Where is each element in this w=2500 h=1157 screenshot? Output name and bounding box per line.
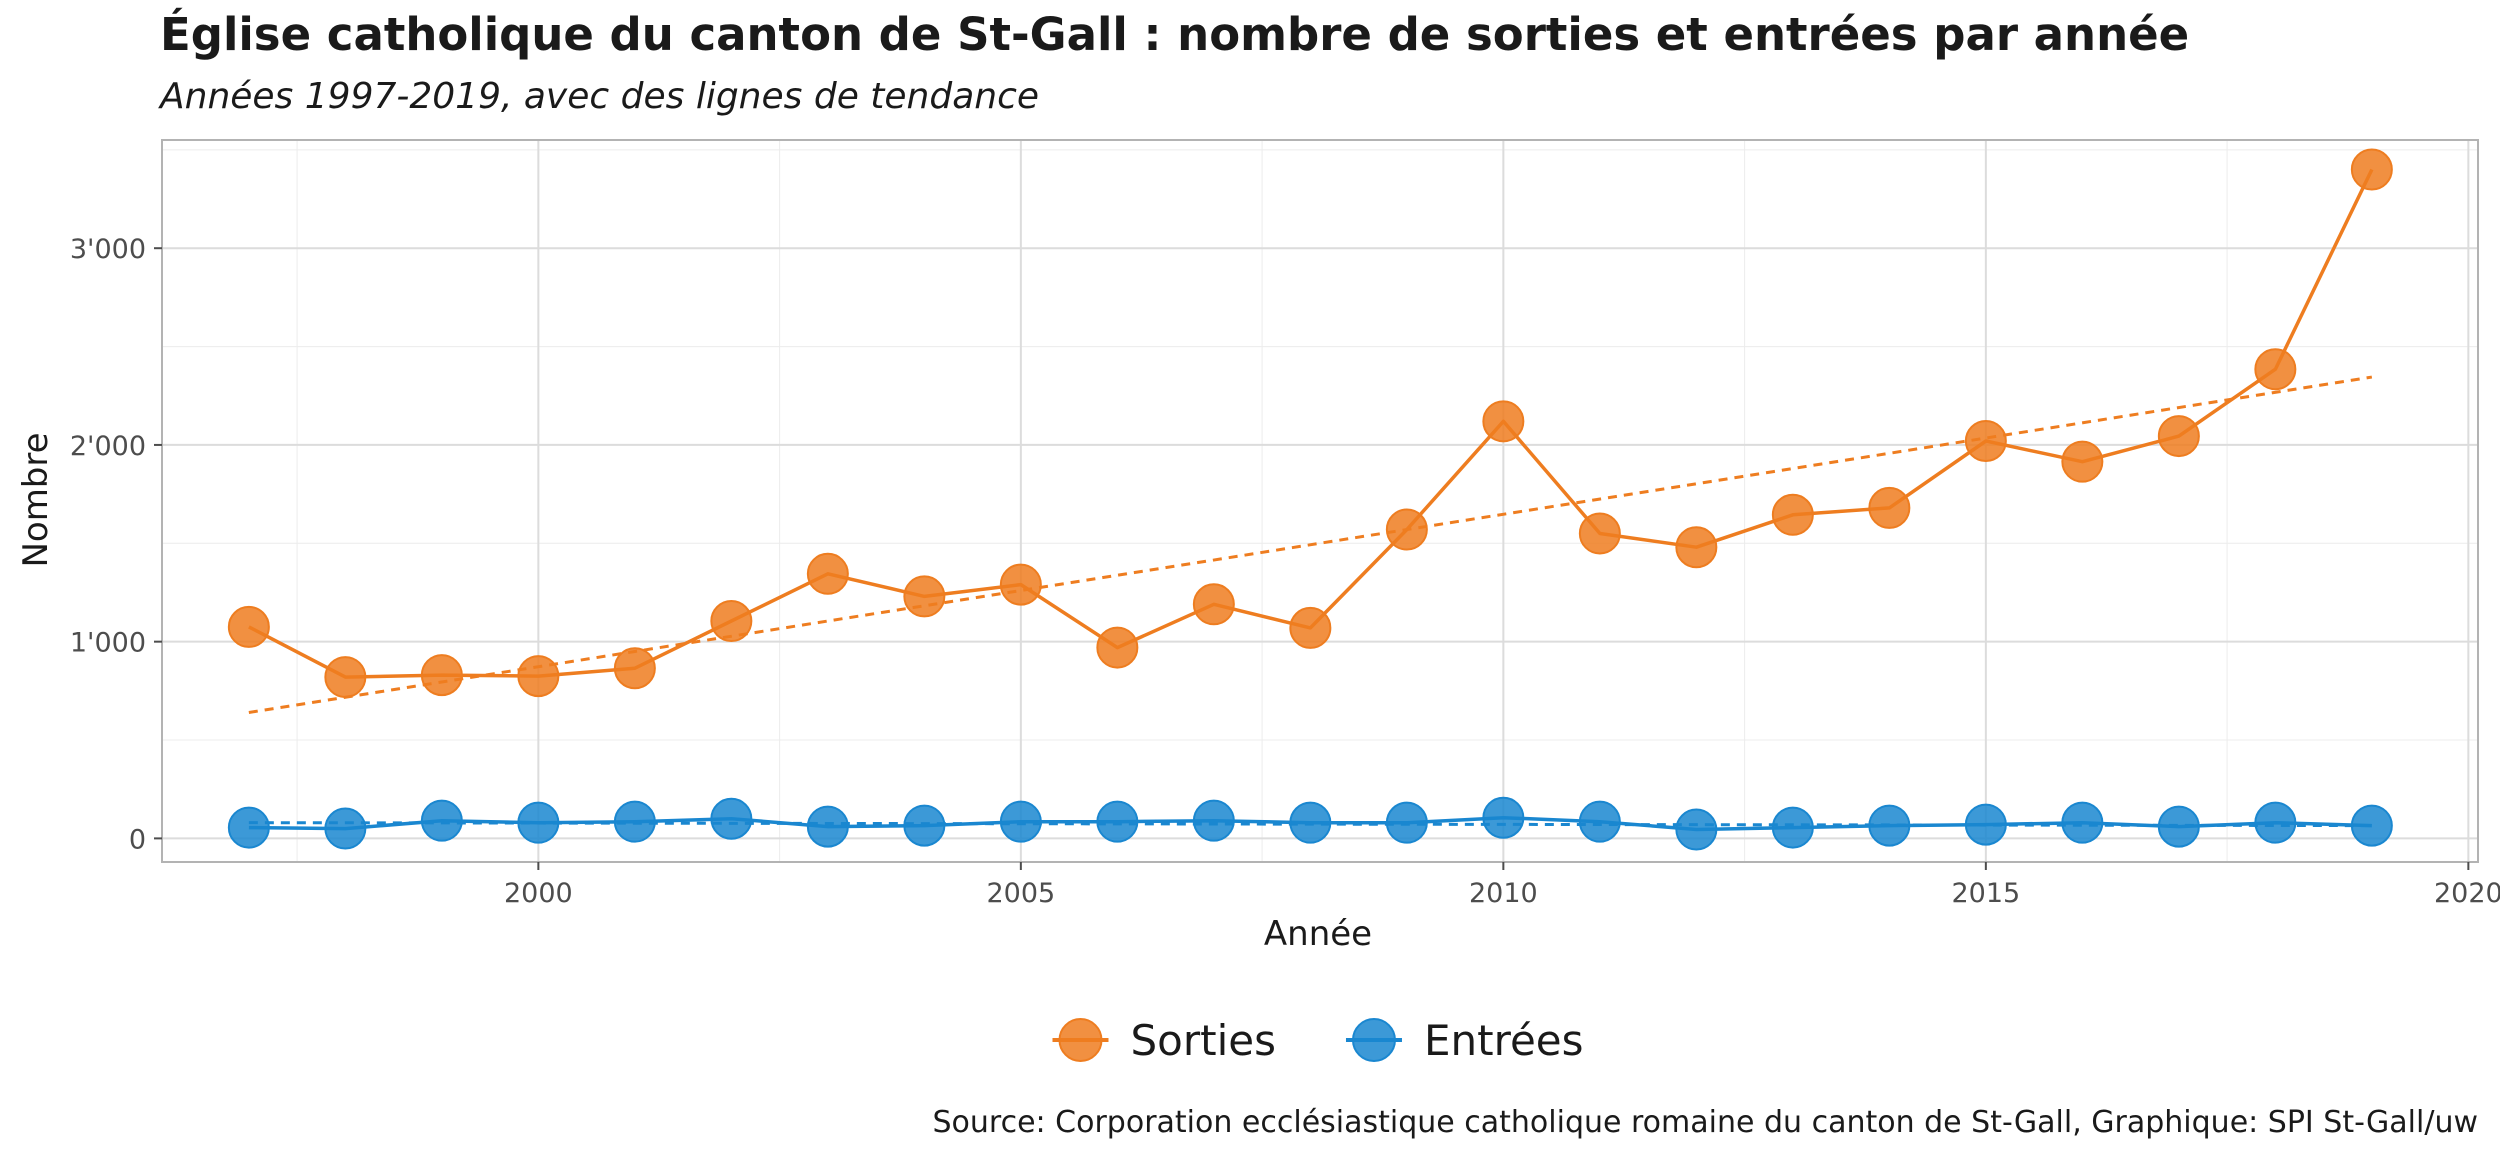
y-tick-label: 2'000: [70, 431, 146, 462]
x-tick-label: 2020: [2434, 878, 2500, 909]
sorties-data-point: [710, 600, 753, 643]
entrees-data-point: [517, 801, 560, 844]
sorties-data-point: [2254, 348, 2297, 391]
entrees-data-point: [1964, 803, 2007, 846]
sorties-data-point: [517, 655, 560, 698]
legend-key-marker-sorties: [1058, 1018, 1103, 1062]
x-tick-label: 2005: [986, 878, 1055, 909]
chart-caption: Source: Corporation ecclésiastique catho…: [932, 1105, 2478, 1140]
entrees-data-point: [806, 805, 849, 848]
sorties-data-point: [1385, 508, 1428, 551]
sorties-data-point: [2157, 415, 2200, 458]
entrees-data-point: [613, 800, 656, 843]
sorties-data-point: [1482, 400, 1525, 443]
entrees-data-point: [227, 806, 270, 849]
sorties-data-point: [613, 647, 656, 690]
chart-subtitle: Années 1997-2019, avec des lignes de ten…: [158, 76, 1039, 117]
entrees-data-point: [1482, 796, 1525, 839]
entrees-data-point: [1289, 801, 1332, 844]
entrees-data-point: [1578, 800, 1621, 843]
sorties-data-point: [1964, 419, 2007, 462]
sorties-data-point: [2350, 148, 2393, 191]
legend-label-entrees: Entrées: [1424, 1016, 1584, 1065]
y-axis-title: Nombre: [16, 432, 56, 567]
sorties-data-point: [1289, 606, 1332, 649]
sorties-data-point: [1675, 526, 1718, 569]
legend-key-marker-entrees: [1351, 1018, 1396, 1062]
sorties-data-point: [324, 656, 367, 699]
x-tick-label: 2015: [1951, 878, 2020, 909]
entrees-data-point: [420, 799, 463, 842]
plot-background: [162, 140, 2478, 862]
sorties-data-point: [1192, 583, 1235, 626]
sorties-data-point: [2061, 440, 2104, 483]
x-tick-label: 2000: [504, 878, 573, 909]
entrees-data-point: [324, 807, 367, 850]
x-tick-label: 2010: [1469, 878, 1538, 909]
entrees-data-point: [1385, 801, 1428, 844]
x-axis-title: Année: [1264, 914, 1372, 954]
legend: Sorties Entrées: [1052, 1016, 1584, 1065]
y-tick-label: 0: [129, 824, 146, 855]
sorties-data-point: [903, 575, 946, 618]
y-tick-label: 1'000: [70, 628, 146, 659]
entrees-data-point: [710, 797, 753, 840]
entrees-data-point: [2061, 801, 2104, 844]
legend-label-sorties: Sorties: [1130, 1016, 1275, 1065]
entrees-data-point: [2350, 804, 2393, 847]
sorties-data-point: [1771, 493, 1814, 536]
entrees-data-point: [1096, 800, 1139, 843]
sorties-data-point: [1868, 486, 1911, 529]
sorties-data-point: [227, 605, 270, 648]
entrees-data-point: [999, 800, 1042, 843]
sorties-data-point: [420, 654, 463, 697]
sorties-data-point: [1578, 512, 1621, 555]
sorties-data-point: [1096, 626, 1139, 669]
entrees-data-point: [1771, 806, 1814, 849]
sorties-trend-line: [248, 375, 2373, 714]
entrees-data-point: [2254, 801, 2297, 844]
y-tick-label: 3'000: [70, 234, 146, 265]
entrees-data-point: [2157, 805, 2200, 848]
entrees-data-point: [1192, 799, 1235, 842]
sorties-data-point: [806, 552, 849, 595]
entrees-data-point: [1675, 808, 1718, 851]
plot-border: [161, 139, 2479, 863]
entrees-data-point: [903, 804, 946, 847]
chart-title: Église catholique du canton de St-Gall :…: [160, 8, 2189, 61]
plot-area: 2000 2005 2010 2015 2020 0 1'000 2'000 3'000: [70, 139, 2500, 909]
entrees-data-point: [1868, 804, 1911, 847]
sorties-data-point: [999, 563, 1042, 606]
